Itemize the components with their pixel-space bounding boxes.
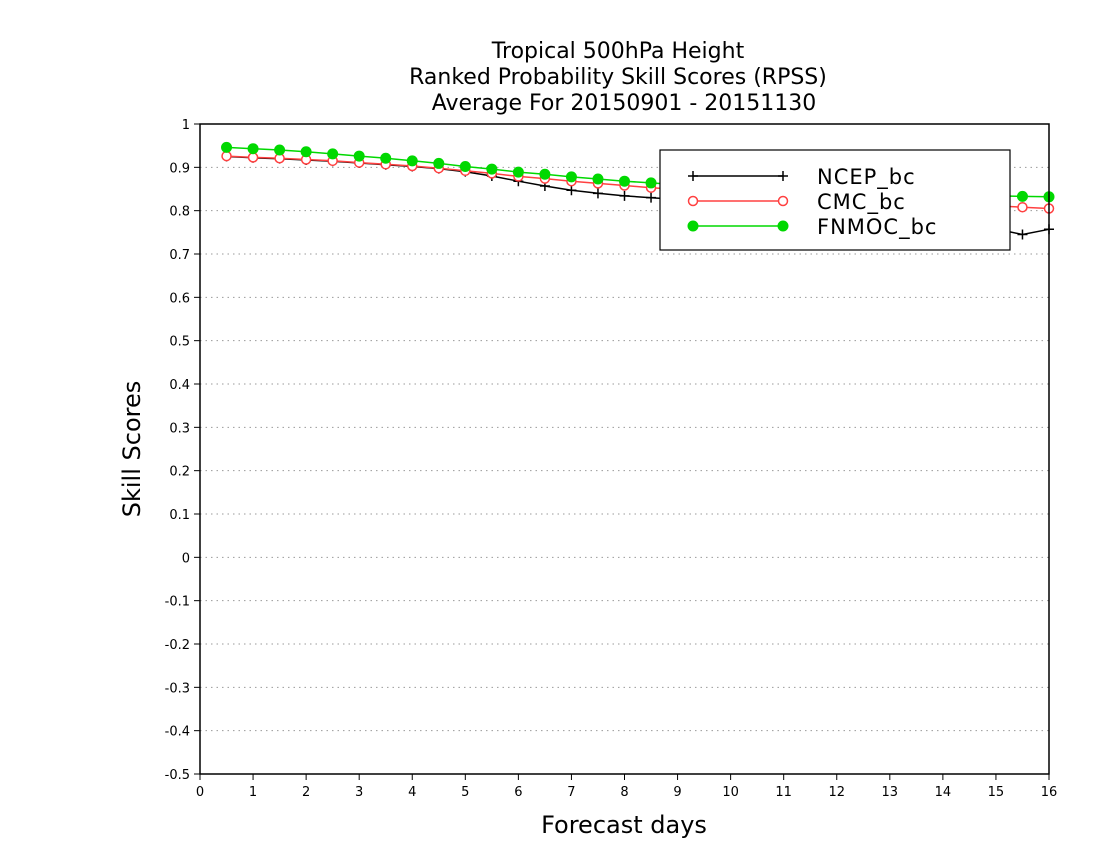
data-point-fnmoc-bc [327,148,339,160]
legend-label: FNMOC_bc [817,215,937,240]
x-tick-label: 9 [673,785,681,800]
chart-title: Tropical 500hPa Height Ranked Probabilit… [409,39,827,116]
y-tick-label: 0.2 [169,465,190,480]
legend-marker [688,171,698,181]
x-tick-label: 12 [828,785,845,800]
y-tick-label: 0.8 [169,205,190,220]
legend-marker [778,171,788,181]
legend-box [659,149,1011,251]
y-tick-label: 0.7 [169,248,190,263]
data-point-fnmoc-bc [1016,190,1028,202]
data-point-cmc-bc [247,152,259,163]
data-point-fnmoc-bc [512,166,524,178]
y-tick-label: -0.4 [165,725,190,740]
chart-title-line-1: Tropical 500hPa Height [491,39,745,64]
y-tick-label: 0.5 [169,335,190,350]
y-tick-label: 1 [182,118,190,133]
legend-marker [777,195,789,207]
legend-label: NCEP_bc [817,165,916,190]
legend-item-ncep-bc: NCEP_bc [688,165,916,190]
x-tick-label: 1 [249,785,257,800]
data-point-fnmoc-bc [380,152,392,164]
y-axis: 1 0.9 0.8 0.7 0.6 0.5 0.4 0.3 0.2 0.1 0 -0.1 -0.2 -0.… [165,118,200,783]
x-tick-label: 2 [302,785,310,800]
x-tick-label: 11 [775,785,792,800]
chart-title-line-3: Average For 20150901 - 20151130 [432,91,817,116]
data-point-ncep-bc [646,192,657,203]
legend-marker [777,220,789,232]
y-tick-label: -0.2 [165,638,190,653]
data-point-ncep-bc [619,190,630,201]
data-point-fnmoc-bc [300,146,312,158]
x-tick-label: 8 [620,785,628,800]
x-tick-label: 14 [935,785,952,800]
x-tick-label: 16 [1041,785,1058,800]
x-tick-label: 0 [196,785,204,800]
data-point-cmc-bc [221,150,232,162]
x-tick-label: 15 [988,785,1005,800]
data-point-fnmoc-bc [619,175,630,187]
data-point-fnmoc-bc [592,173,604,185]
legend-marker [687,220,699,232]
data-point-fnmoc-bc [645,177,657,189]
y-tick-label: 0 [182,551,190,566]
y-tick-label: -0.3 [165,681,190,696]
x-tick-label: 13 [882,785,899,800]
y-tick-label: 0.6 [169,291,190,306]
y-tick-label: -0.5 [165,768,190,783]
data-point-fnmoc-bc [433,157,445,169]
data-point-ncep-bc [592,188,603,199]
x-tick-label: 4 [408,785,416,800]
x-tick-label: 7 [567,785,575,800]
data-point-fnmoc-bc [353,150,365,162]
data-point-cmc-bc [1017,201,1028,213]
y-tick-label: 0.1 [169,508,190,523]
gridlines [200,166,1049,732]
data-point-ncep-bc [1017,229,1028,240]
data-point-fnmoc-bc [459,160,471,172]
data-point-fnmoc-bc [406,155,418,167]
data-point-fnmoc-bc [565,171,577,183]
data-point-fnmoc-bc [247,143,259,155]
x-tick-label: 10 [722,785,739,800]
x-axis-label: Forecast days [541,811,707,839]
data-point-fnmoc-bc [274,144,286,156]
y-tick-label: 0.3 [169,421,190,436]
data-point-fnmoc-bc [539,168,551,180]
legend-label: CMC_bc [817,190,906,215]
x-tick-label: 3 [355,785,363,800]
y-tick-label: 0.9 [169,161,190,176]
x-axis: 0 1 2 3 4 5 6 7 8 9 10 11 12 13 14 15 16 [196,774,1057,800]
y-tick-label: -0.1 [165,595,190,610]
y-tick-label: 0.4 [169,378,190,393]
legend-item-cmc-bc: CMC_bc [687,190,906,215]
legend-item-fnmoc-bc: FNMOC_bc [687,215,937,240]
data-point-ncep-bc [566,185,577,196]
chart-title-line-2: Ranked Probability Skill Scores (RPSS) [409,65,827,90]
data-point-fnmoc-bc [486,163,498,175]
data-point-fnmoc-bc [221,141,233,153]
y-axis-label: Skill Scores [118,381,146,518]
legend-marker [687,195,699,207]
x-tick-label: 6 [514,785,522,800]
x-tick-label: 5 [461,785,469,800]
